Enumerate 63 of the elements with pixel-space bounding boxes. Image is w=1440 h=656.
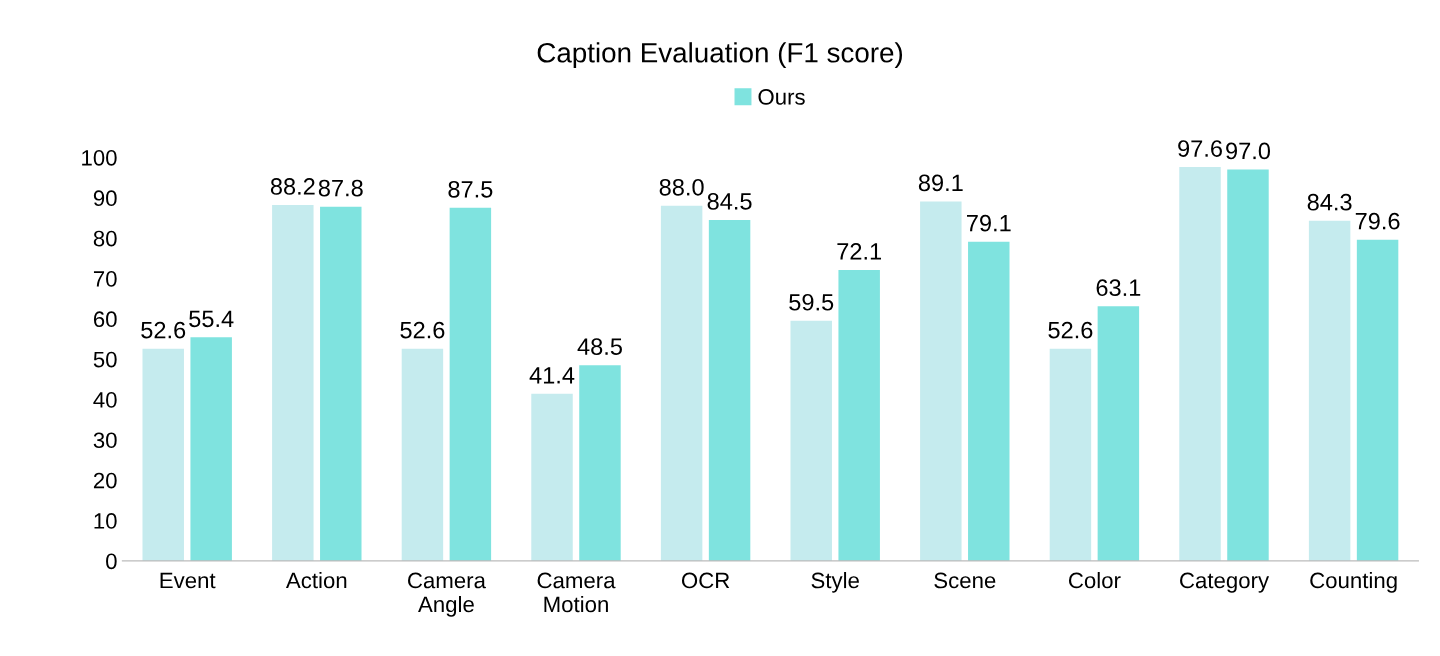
x-tick-label: Category [1180,572,1270,593]
bar [1308,220,1351,561]
y-tick-label: 10 [94,513,117,529]
bar [401,348,444,561]
legend-label: Ours [758,89,805,105]
data-label: 59.5 [789,293,834,311]
x-tick-label: Scene [934,572,996,589]
bar [708,219,751,561]
data-label: 88.0 [659,178,704,196]
x-tick-label: Action [285,571,347,589]
data-label: 41.4 [529,367,575,384]
y-tick-label: 90 [93,190,117,207]
y-tick-label: 20 [93,472,117,489]
data-label: 84.3 [1307,193,1352,211]
bar [531,393,573,561]
data-label: 79.6 [1355,212,1400,230]
y-tick-label: 100 [82,149,117,166]
bar [920,201,962,561]
x-tick-label: Camera Angle [408,572,486,617]
data-label: 97.0 [1226,142,1271,160]
data-label: 84.5 [707,193,752,210]
y-tick-label: 60 [93,311,117,328]
bar [142,348,184,561]
data-label: 55.4 [189,310,234,328]
data-label: 79.1 [967,214,1011,232]
bar [1356,239,1399,561]
bar [1179,167,1221,561]
bar [190,337,232,561]
data-label: 88.2 [270,178,315,195]
bar [790,320,832,561]
y-tick-label: 0 [106,553,117,570]
y-tick-label: 80 [93,230,117,247]
data-label: 52.6 [400,321,445,339]
bar [579,365,621,561]
x-tick-label: Style [811,571,859,593]
data-label: 87.8 [318,179,363,197]
bar [660,205,703,561]
x-tick-label: Color [1068,571,1121,589]
data-label: 48.5 [577,338,622,355]
bar [968,241,1010,561]
data-label: 89.1 [918,174,963,192]
y-tick-label: 50 [93,351,117,368]
bar [272,205,314,561]
bar [838,270,880,561]
data-label: 72.1 [837,243,881,260]
y-tick-label: 70 [93,271,117,287]
data-label: 87.5 [448,180,493,198]
chart-title: Caption Evaluation (F1 score) [537,42,903,69]
y-tick-label: 30 [93,432,117,449]
data-label: 63.1 [1096,279,1141,297]
y-tick-label: 40 [93,392,117,408]
bar [1049,348,1092,561]
x-tick-label: Counting [1310,571,1397,593]
x-tick-label: Camera Motion [537,572,616,613]
bar [320,206,362,561]
data-label: 52.6 [141,321,186,339]
x-tick-label: Event [160,572,216,589]
x-tick-label: OCR [681,572,730,589]
bar [1227,169,1269,561]
bar [1097,306,1140,561]
data-label: 97.6 [1178,140,1222,157]
bar [449,207,492,561]
data-label: 52.6 [1048,321,1093,339]
